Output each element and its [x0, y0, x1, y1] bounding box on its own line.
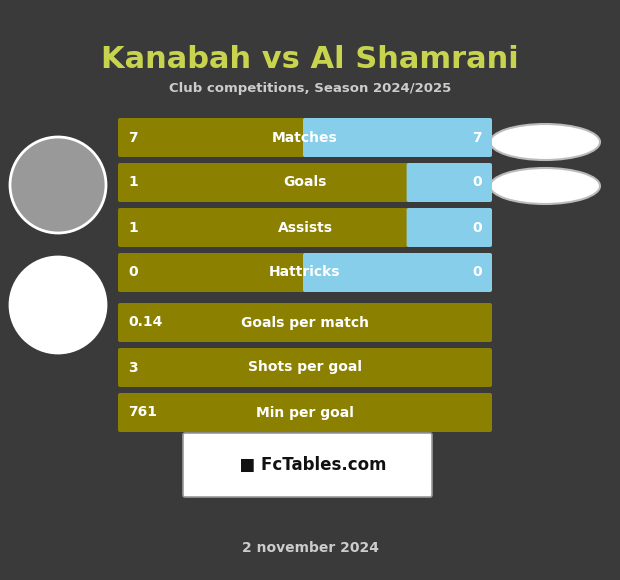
Circle shape	[10, 257, 106, 353]
Text: 2 november 2024: 2 november 2024	[242, 541, 378, 555]
FancyBboxPatch shape	[118, 393, 492, 432]
Text: Goals per match: Goals per match	[241, 316, 369, 329]
Circle shape	[10, 137, 106, 233]
Text: 0.14: 0.14	[128, 316, 162, 329]
Ellipse shape	[490, 168, 600, 204]
FancyBboxPatch shape	[118, 348, 492, 387]
Ellipse shape	[490, 124, 600, 160]
FancyBboxPatch shape	[407, 163, 492, 202]
Text: 0: 0	[472, 220, 482, 234]
Text: 761: 761	[128, 405, 157, 419]
Text: ■ FcTables.com: ■ FcTables.com	[228, 456, 387, 474]
FancyBboxPatch shape	[183, 433, 432, 497]
Text: Club competitions, Season 2024/2025: Club competitions, Season 2024/2025	[169, 82, 451, 95]
Text: Shots per goal: Shots per goal	[248, 361, 362, 375]
FancyBboxPatch shape	[303, 253, 492, 292]
Text: 0: 0	[128, 266, 138, 280]
Text: Goals: Goals	[283, 176, 327, 190]
FancyBboxPatch shape	[118, 163, 410, 202]
FancyBboxPatch shape	[303, 118, 492, 157]
Text: Kanabah vs Al Shamrani: Kanabah vs Al Shamrani	[101, 45, 519, 74]
Text: 0: 0	[472, 176, 482, 190]
FancyBboxPatch shape	[118, 118, 307, 157]
Text: Assists: Assists	[278, 220, 332, 234]
Text: Matches: Matches	[272, 130, 338, 144]
Text: 7: 7	[472, 130, 482, 144]
FancyBboxPatch shape	[118, 208, 410, 247]
Text: Min per goal: Min per goal	[256, 405, 354, 419]
FancyBboxPatch shape	[118, 253, 307, 292]
Text: 1: 1	[128, 220, 138, 234]
Text: 3: 3	[128, 361, 138, 375]
Text: Hattricks: Hattricks	[269, 266, 341, 280]
Text: 0: 0	[472, 266, 482, 280]
FancyBboxPatch shape	[118, 303, 492, 342]
Text: 1: 1	[128, 176, 138, 190]
Text: 7: 7	[128, 130, 138, 144]
FancyBboxPatch shape	[407, 208, 492, 247]
